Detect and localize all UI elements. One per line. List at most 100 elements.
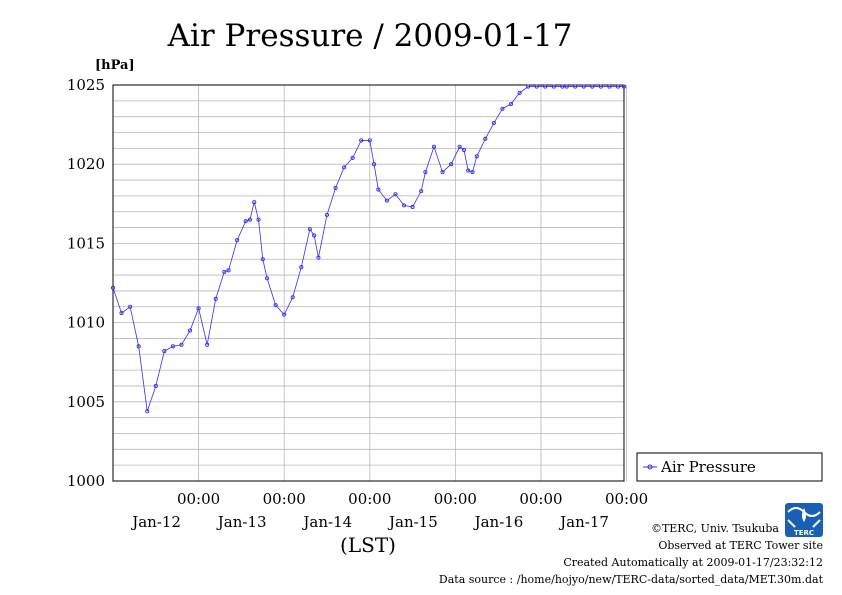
y-tick-label: 1000	[67, 472, 105, 490]
x-tick-time-label: 00:00	[519, 490, 562, 508]
data-point	[162, 349, 167, 354]
logo-drop-shape	[802, 508, 806, 522]
y-axis-unit-label: [hPa]	[95, 58, 135, 73]
data-point	[316, 255, 321, 260]
data-point	[342, 165, 347, 170]
data-point	[372, 162, 377, 167]
x-tick-date-label: Jan-13	[216, 513, 267, 531]
x-tick-date-label: Jan-12	[130, 513, 181, 531]
data-point	[543, 84, 548, 89]
data-point	[483, 136, 488, 141]
x-tick-date-label: Jan-14	[301, 513, 352, 531]
data-point	[222, 269, 227, 274]
data-point	[213, 296, 218, 301]
legend: Air Pressure	[636, 452, 823, 482]
data-point	[517, 90, 522, 95]
x-tick-date-label: Jan-15	[387, 513, 438, 531]
x-tick-time-label: 00:00	[434, 490, 477, 508]
logo-text: TERC	[794, 529, 814, 537]
data-point	[449, 162, 454, 167]
data-point	[179, 342, 184, 347]
data-point	[598, 84, 603, 89]
data-point	[419, 189, 424, 194]
data-point	[350, 155, 355, 160]
data-point	[431, 144, 437, 149]
data-point	[401, 203, 407, 208]
footer-created: Created Automatically at 2009-01-17/23:3…	[563, 556, 823, 569]
data-point	[470, 170, 475, 175]
terc-logo: TERC	[785, 503, 823, 537]
y-tick-label: 1020	[67, 155, 105, 173]
y-tick-label: 1005	[67, 393, 105, 411]
y-axis-ticks: 1000 1005 1010 1015 1020 1025	[67, 76, 105, 490]
data-point	[581, 84, 586, 89]
data-point	[526, 84, 531, 89]
y-tick-label: 1010	[67, 314, 105, 332]
data-point	[226, 268, 231, 273]
data-point	[423, 170, 428, 175]
data-point	[367, 138, 372, 143]
data-point	[312, 233, 317, 238]
data-point	[256, 217, 261, 222]
x-tick-date-label: Jan-17	[558, 513, 609, 531]
x-tick-date-label: Jan-16	[473, 513, 524, 531]
data-point	[621, 84, 627, 89]
data-point	[153, 383, 158, 389]
data-point	[299, 265, 304, 270]
data-point	[235, 238, 240, 243]
data-point	[457, 144, 462, 149]
data-point	[247, 217, 253, 222]
data-point	[440, 170, 445, 175]
chart-title: Air Pressure / 2009-01-17	[167, 18, 573, 54]
footer-copyright: ©TERC, Univ. Tsukuba	[651, 522, 779, 535]
x-axis-label: (LST)	[340, 533, 396, 557]
data-point	[187, 328, 193, 333]
legend-box	[636, 452, 823, 482]
logo-arms-shape	[787, 519, 821, 528]
data-point	[170, 344, 175, 349]
data-point	[290, 295, 295, 300]
data-point	[564, 84, 569, 89]
grid	[113, 85, 627, 481]
y-tick-label: 1025	[67, 76, 105, 94]
data-point	[384, 198, 389, 203]
data-point	[265, 276, 270, 281]
footer-observed: Observed at TERC Tower site	[658, 539, 823, 552]
legend-point-marker	[647, 464, 653, 470]
data-point	[500, 106, 505, 111]
data-point	[560, 84, 565, 89]
data-point	[145, 409, 150, 414]
data-point	[196, 306, 201, 311]
data-point	[466, 168, 471, 173]
data-point	[615, 84, 621, 89]
data-point	[551, 84, 556, 89]
data-point	[410, 204, 415, 210]
plot-frame	[112, 84, 625, 482]
series-line-air-pressure	[112, 86, 624, 412]
data-point	[282, 312, 287, 317]
data-point	[573, 84, 578, 89]
data-point	[461, 147, 466, 152]
data-point	[252, 200, 257, 205]
data-point	[359, 138, 364, 143]
data-point	[534, 84, 539, 89]
data-point	[376, 187, 381, 192]
data-point	[307, 227, 312, 232]
data-point	[491, 120, 496, 126]
data-point	[324, 212, 330, 217]
data-point	[136, 344, 141, 349]
data-point	[128, 304, 133, 309]
data-point	[474, 154, 479, 159]
data-point	[273, 303, 278, 308]
data-point	[393, 192, 398, 197]
data-point	[333, 185, 338, 191]
y-tick-label: 1015	[67, 234, 105, 252]
x-tick-time-label: 00:00	[263, 490, 306, 508]
x-tick-time-label: 00:00	[348, 490, 391, 508]
x-tick-time-label: 00:00	[177, 490, 220, 508]
data-point	[119, 311, 124, 316]
legend-entry-air-pressure: Air Pressure	[660, 458, 756, 476]
data-point	[590, 84, 595, 89]
data-point	[205, 342, 210, 347]
